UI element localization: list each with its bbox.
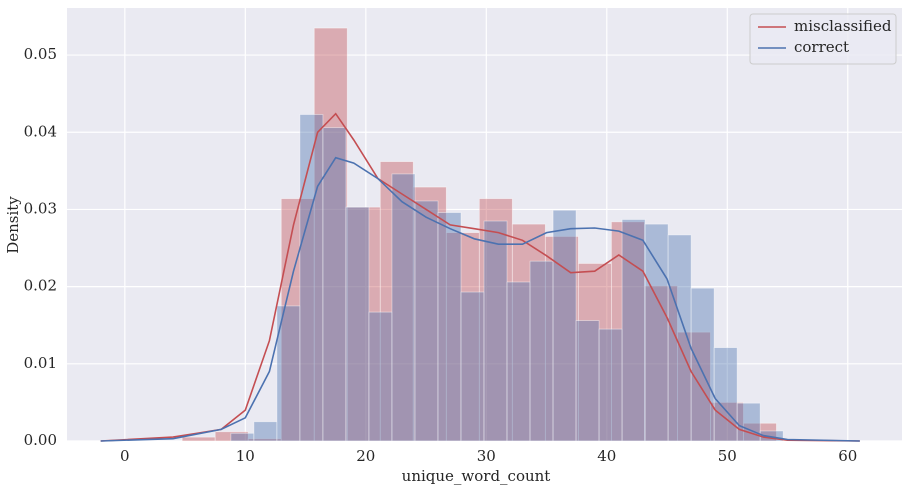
histogram-bar xyxy=(414,200,439,442)
histogram-bar xyxy=(506,281,531,442)
kde-line xyxy=(100,156,860,442)
x-tick-label: 40 xyxy=(597,447,616,465)
y-tick-label: 0.01 xyxy=(24,354,57,372)
y-axis-label: Density xyxy=(4,196,22,254)
x-tick-label: 20 xyxy=(356,447,375,465)
y-tick-label: 0.03 xyxy=(24,199,57,217)
histogram-bar xyxy=(483,220,508,442)
histogram-bar xyxy=(368,311,393,442)
histogram-bar xyxy=(313,27,348,442)
y-tick-label: 0.02 xyxy=(24,277,57,295)
legend-label: correct xyxy=(794,38,849,56)
histogram-bar xyxy=(598,328,623,442)
histogram-bar xyxy=(529,260,554,442)
histogram-bar xyxy=(445,232,480,442)
histogram-bar xyxy=(391,173,416,442)
x-axis-label: unique_word_count xyxy=(402,467,551,485)
histogram-bar xyxy=(346,206,381,442)
histogram-bar xyxy=(437,212,462,442)
histogram-bar xyxy=(610,221,645,442)
y-tick-label: 0.00 xyxy=(24,431,57,449)
x-tick-label: 30 xyxy=(477,447,496,465)
legend-label: misclassified xyxy=(794,17,892,35)
histogram-bar xyxy=(621,219,646,442)
histogram-bar xyxy=(322,127,347,442)
histogram-bar xyxy=(577,263,612,442)
histogram-bar xyxy=(299,114,324,442)
histogram-bar xyxy=(511,223,546,442)
kde-line xyxy=(100,112,860,442)
x-tick-label: 50 xyxy=(718,447,737,465)
histogram-bar xyxy=(253,421,278,442)
histogram-bar xyxy=(690,287,715,442)
histogram-bar xyxy=(710,402,744,442)
histogram-bar xyxy=(677,331,711,442)
histogram-bar xyxy=(552,209,577,442)
y-tick-label: 0.04 xyxy=(24,122,57,140)
histogram-bar xyxy=(644,223,669,442)
legend-box xyxy=(749,13,897,65)
histogram-bar xyxy=(230,432,255,442)
histogram-bar xyxy=(460,291,485,442)
x-tick-label: 0 xyxy=(120,447,130,465)
histogram-bar xyxy=(575,320,600,442)
histogram-bar xyxy=(181,436,216,442)
y-tick-label: 0.05 xyxy=(24,45,57,63)
plot-area xyxy=(67,8,902,441)
x-tick-label: 10 xyxy=(236,447,255,465)
histogram-bar xyxy=(713,347,738,442)
histogram-bar xyxy=(345,206,370,442)
histogram-bar xyxy=(643,285,678,442)
histogram-bar xyxy=(544,236,579,442)
x-tick-label: 60 xyxy=(838,447,857,465)
